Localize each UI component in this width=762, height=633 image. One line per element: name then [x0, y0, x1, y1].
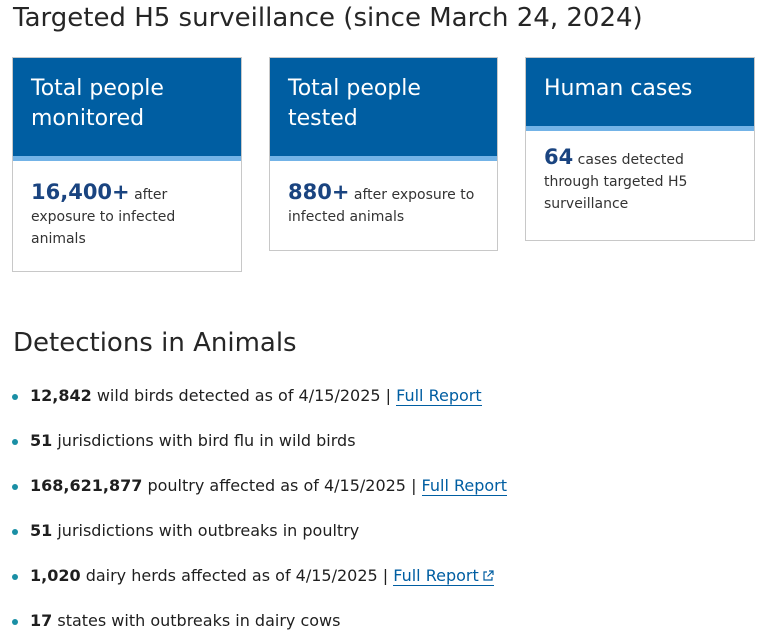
bullet-icon [12, 394, 18, 400]
item-value: 168,621,877 [30, 476, 143, 495]
item-text: states with outbreaks in dairy cows [52, 611, 341, 630]
card-value: 880+ [288, 180, 350, 204]
bullet-icon [12, 574, 18, 580]
item-value: 51 [30, 521, 53, 540]
item-text: poultry affected as of 4/15/2025 | [142, 476, 422, 495]
item-value: 1,020 [30, 566, 81, 585]
full-report-link[interactable]: Full Report [421, 476, 508, 496]
card-heading: Total people tested [270, 58, 497, 161]
full-report-link[interactable]: Full Report [396, 386, 482, 406]
full-report-link[interactable]: Full Report [393, 566, 494, 586]
card-value: 64 [544, 145, 574, 169]
item-text: jurisdictions with outbreaks in poultry [52, 521, 360, 540]
card-text: after exposure to infected animals [31, 187, 176, 247]
card-heading: Human cases [526, 58, 754, 131]
bullet-icon [12, 619, 18, 625]
item-value: 12,842 [30, 386, 92, 405]
bullet-icon [12, 439, 18, 445]
card-value: 16,400+ [31, 180, 130, 204]
card-text: after exposure to infected animals [288, 187, 475, 225]
external-link-icon [483, 570, 494, 581]
card-text: cases detected through targeted H5 surve… [544, 152, 688, 212]
item-text: jurisdictions with bird flu in wild bird… [52, 431, 356, 450]
card-body: 880+ after exposure to infected animals [270, 161, 497, 228]
item-value: 17 [30, 611, 53, 630]
surveillance-title: Targeted H5 surveillance (since March 24… [13, 3, 643, 33]
card-body: 64 cases detected through targeted H5 su… [526, 131, 754, 215]
people-tested-card: Total people tested 880+ after exposure … [269, 57, 498, 251]
card-heading: Total people monitored [13, 58, 241, 161]
item-text: wild birds detected as of 4/15/2025 | [91, 386, 397, 405]
item-value: 51 [30, 431, 53, 450]
card-body: 16,400+ after exposure to infected anima… [13, 161, 241, 250]
bullet-icon [12, 484, 18, 490]
people-monitored-card: Total people monitored 16,400+ after exp… [12, 57, 242, 272]
human-cases-card: Human cases 64 cases detected through ta… [525, 57, 755, 241]
item-text: dairy herds affected as of 4/15/2025 | [80, 566, 394, 585]
detections-title: Detections in Animals [13, 328, 297, 358]
bullet-icon [12, 529, 18, 535]
